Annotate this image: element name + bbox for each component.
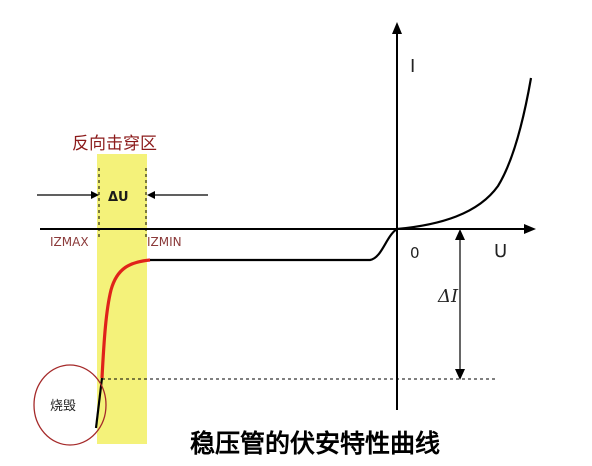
y-axis-arrowhead: [392, 22, 402, 34]
delta-u-label: ΔU: [108, 190, 129, 205]
origin-label: 0: [410, 244, 420, 262]
diagram-title: 稳压管的伏安特性曲线: [190, 429, 440, 458]
delta-u-left-arrowhead: [91, 191, 99, 199]
izmax-label: IZMAX: [50, 235, 89, 249]
delta-i-arrowhead-top: [455, 229, 465, 240]
burnout-circle: [33, 364, 107, 446]
breakdown-region-label: 反向击穿区: [72, 134, 157, 154]
burnout-label: 烧毁: [50, 399, 76, 414]
delta-i-arrowhead-bottom: [455, 369, 465, 380]
x-axis-label: U: [494, 241, 507, 262]
izmin-label: IZMIN: [147, 235, 182, 249]
burnout-curve: [94, 377, 104, 429]
forward-curve: [396, 77, 533, 231]
breakdown-red-curve: [100, 258, 151, 379]
reverse-flat-curve: [150, 228, 398, 262]
delta-i-label: ΔI: [437, 286, 459, 307]
y-axis-label: I: [410, 56, 415, 77]
delta-u-right-arrowhead: [147, 191, 155, 199]
x-axis-arrowhead: [524, 224, 536, 234]
